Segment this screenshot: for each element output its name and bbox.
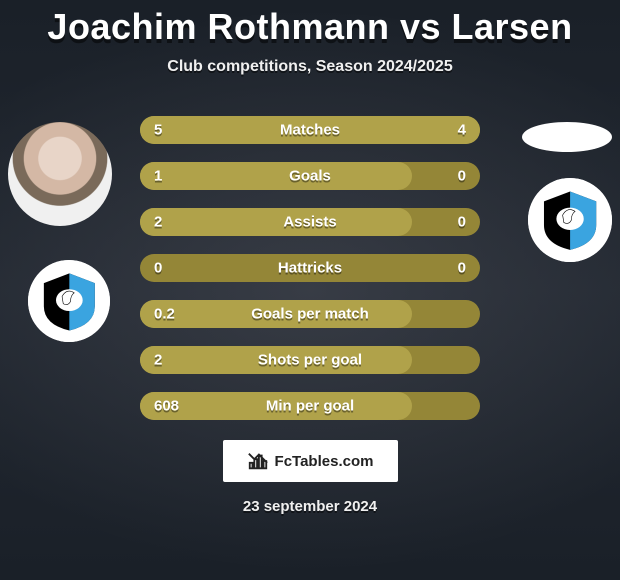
- stat-fill-left: [140, 208, 412, 236]
- stat-row: 2 0 Assists: [140, 208, 480, 236]
- stat-label: Goals per match: [251, 306, 369, 323]
- stat-value-left: 1: [154, 168, 162, 185]
- stat-value-right: 0: [458, 168, 466, 185]
- stat-row: 1 0 Goals: [140, 162, 480, 190]
- stat-row: 0 0 Hattricks: [140, 254, 480, 282]
- stat-fill-left: [140, 162, 412, 190]
- stat-label: Min per goal: [266, 398, 354, 415]
- stat-label: Matches: [280, 122, 340, 139]
- stat-value-right: 0: [458, 214, 466, 231]
- stat-row: 5 4 Matches: [140, 116, 480, 144]
- stat-value-left: 0.2: [154, 306, 175, 323]
- stat-label: Assists: [283, 214, 336, 231]
- site-logo: FcTables.com: [223, 440, 398, 482]
- chart-icon: [247, 450, 269, 472]
- player1-club-badge: [28, 260, 110, 342]
- player1-avatar: [8, 122, 112, 226]
- logo-text: FcTables.com: [275, 453, 374, 470]
- stat-label: Goals: [289, 168, 331, 185]
- stat-label: Hattricks: [278, 260, 342, 277]
- stat-row: 0.2 Goals per match: [140, 300, 480, 328]
- stat-value-right: 4: [458, 122, 466, 139]
- stat-value-right: 0: [458, 260, 466, 277]
- page-title: Joachim Rothmann vs Larsen: [0, 0, 620, 48]
- player2-avatar: [522, 122, 612, 152]
- stat-value-left: 5: [154, 122, 162, 139]
- stat-label: Shots per goal: [258, 352, 362, 369]
- subtitle: Club competitions, Season 2024/2025: [0, 58, 620, 76]
- player2-club-badge: [528, 178, 612, 262]
- stat-value-left: 0: [154, 260, 162, 277]
- date-label: 23 september 2024: [0, 498, 620, 515]
- shield-icon: [39, 271, 100, 332]
- stat-value-left: 2: [154, 214, 162, 231]
- stat-value-left: 2: [154, 352, 162, 369]
- stat-row: 608 Min per goal: [140, 392, 480, 420]
- shield-icon: [539, 189, 601, 251]
- stat-value-left: 608: [154, 398, 179, 415]
- stat-row: 2 Shots per goal: [140, 346, 480, 374]
